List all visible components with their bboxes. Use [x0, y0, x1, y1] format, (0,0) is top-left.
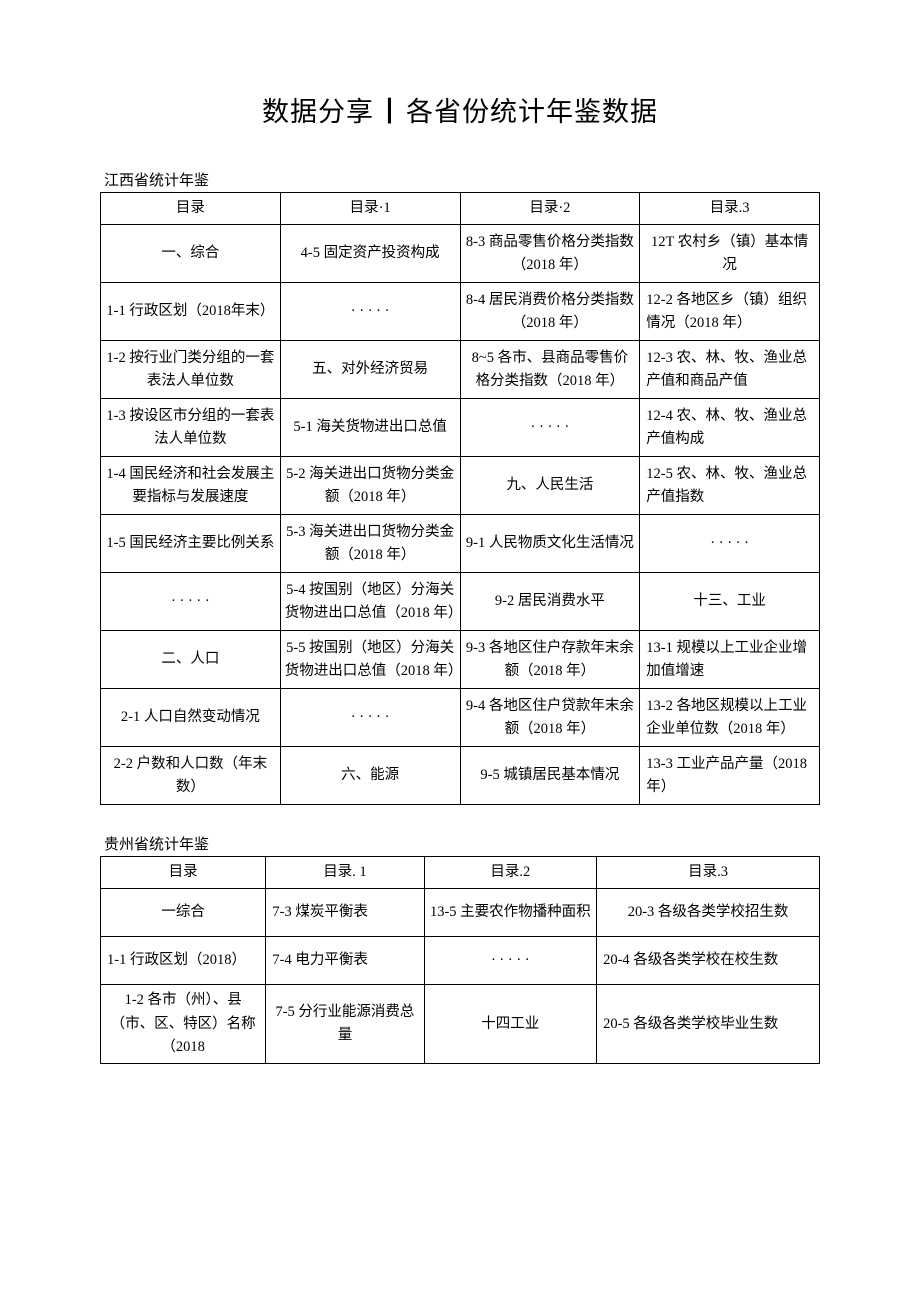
table-row: 1-4 国民经济和社会发展主要指标与发展速度 5-2 海关进出口货物分类金额（2…	[101, 457, 820, 515]
table-row: 1-1 行政区划（2018） 7-4 电力平衡表 · · · · · 20-4 …	[101, 937, 820, 985]
table-row: 2-2 户数和人口数（年末数） 六、能源 9-5 城镇居民基本情况 13-3 工…	[101, 747, 820, 805]
cell: 1-5 国民经济主要比例关系	[101, 515, 281, 573]
cell: 1-2 各市（州）、县（市、区、特区）名称（2018	[101, 985, 266, 1064]
header-cell: 目录. 1	[266, 857, 424, 889]
table-row: 1-5 国民经济主要比例关系 5-3 海关进出口货物分类金额（2018 年） 9…	[101, 515, 820, 573]
title-part2: 各省份统计年鉴数据	[406, 97, 658, 127]
cell: 8-3 商品零售价格分类指数（2018 年）	[460, 225, 640, 283]
table-jiangxi: 目录 目录·1 目录·2 目录.3 一、综合 4-5 固定资产投资构成 8-3 …	[100, 192, 820, 805]
cell: 13-2 各地区规模以上工业企业单位数（2018 年）	[640, 689, 820, 747]
page-title: 数据分享丨各省份统计年鉴数据	[100, 90, 820, 129]
section1-label: 江西省统计年鉴	[100, 169, 820, 190]
cell: 1-1 行政区划（2018年末）	[101, 283, 281, 341]
title-bar: 丨	[376, 97, 404, 127]
cell: 六、能源	[280, 747, 460, 805]
cell: 1-1 行政区划（2018）	[101, 937, 266, 985]
table-row: 一、综合 4-5 固定资产投资构成 8-3 商品零售价格分类指数（2018 年）…	[101, 225, 820, 283]
cell: 12T 农村乡（镇）基本情况	[640, 225, 820, 283]
cell: 8-4 居民消费价格分类指数（2018 年）	[460, 283, 640, 341]
header-cell: 目录	[101, 193, 281, 225]
cell: 9-5 城镇居民基本情况	[460, 747, 640, 805]
header-cell: 目录.3	[640, 193, 820, 225]
cell: 一综合	[101, 889, 266, 937]
table-row: 2-1 人口自然变动情况 · · · · · 9-4 各地区住户贷款年末余额（2…	[101, 689, 820, 747]
table-row: 1-2 各市（州）、县（市、区、特区）名称（2018 7-5 分行业能源消费总量…	[101, 985, 820, 1064]
cell: 12-5 农、林、牧、渔业总产值指数	[640, 457, 820, 515]
title-part1: 数据分享	[262, 97, 374, 127]
cell: 十四工业	[424, 985, 597, 1064]
table-row: 1-1 行政区划（2018年末） · · · · · 8-4 居民消费价格分类指…	[101, 283, 820, 341]
cell: 9-2 居民消费水平	[460, 573, 640, 631]
header-cell: 目录.3	[597, 857, 820, 889]
cell: · · · · ·	[640, 515, 820, 573]
cell: 9-4 各地区住户贷款年末余额（2018 年）	[460, 689, 640, 747]
cell: 13-5 主要农作物播种面积	[424, 889, 597, 937]
cell: 12-4 农、林、牧、渔业总产值构成	[640, 399, 820, 457]
cell: 9-3 各地区住户存款年末余额（2018 年）	[460, 631, 640, 689]
table-row: 二、人口 5-5 按国别（地区）分海关货物进出口总值（2018 年） 9-3 各…	[101, 631, 820, 689]
section2-label: 贵州省统计年鉴	[100, 833, 820, 854]
header-cell: 目录.2	[424, 857, 597, 889]
cell: 7-3 煤炭平衡表	[266, 889, 424, 937]
cell: 7-5 分行业能源消费总量	[266, 985, 424, 1064]
header-cell: 目录·1	[280, 193, 460, 225]
cell: 12-2 各地区乡（镇）组织情况（2018 年）	[640, 283, 820, 341]
table-row: 一综合 7-3 煤炭平衡表 13-5 主要农作物播种面积 20-3 各级各类学校…	[101, 889, 820, 937]
cell: 9-1 人民物质文化生活情况	[460, 515, 640, 573]
cell: · · · · ·	[460, 399, 640, 457]
cell: 13-1 规模以上工业企业增加值增速	[640, 631, 820, 689]
table-header-row: 目录 目录·1 目录·2 目录.3	[101, 193, 820, 225]
cell: 4-5 固定资产投资构成	[280, 225, 460, 283]
cell: 20-5 各级各类学校毕业生数	[597, 985, 820, 1064]
cell: 十三、工业	[640, 573, 820, 631]
cell: 5-5 按国别（地区）分海关货物进出口总值（2018 年）	[280, 631, 460, 689]
cell: 一、综合	[101, 225, 281, 283]
cell: 二、人口	[101, 631, 281, 689]
cell: 5-3 海关进出口货物分类金额（2018 年）	[280, 515, 460, 573]
header-cell: 目录	[101, 857, 266, 889]
cell: 7-4 电力平衡表	[266, 937, 424, 985]
cell: · · · · ·	[101, 573, 281, 631]
cell: · · · · ·	[424, 937, 597, 985]
cell: · · · · ·	[280, 689, 460, 747]
cell: 1-4 国民经济和社会发展主要指标与发展速度	[101, 457, 281, 515]
cell: 5-2 海关进出口货物分类金额（2018 年）	[280, 457, 460, 515]
table-header-row: 目录 目录. 1 目录.2 目录.3	[101, 857, 820, 889]
table-row: 1-3 按设区市分组的一套表法人单位数 5-1 海关货物进出口总值 · · · …	[101, 399, 820, 457]
cell: 20-3 各级各类学校招生数	[597, 889, 820, 937]
cell: 五、对外经济贸易	[280, 341, 460, 399]
table-guizhou: 目录 目录. 1 目录.2 目录.3 一综合 7-3 煤炭平衡表 13-5 主要…	[100, 856, 820, 1064]
table-row: 1-2 按行业门类分组的一套表法人单位数 五、对外经济贸易 8~5 各市、县商品…	[101, 341, 820, 399]
header-cell: 目录·2	[460, 193, 640, 225]
cell: 12-3 农、林、牧、渔业总产值和商品产值	[640, 341, 820, 399]
cell: 20-4 各级各类学校在校生数	[597, 937, 820, 985]
cell: 1-2 按行业门类分组的一套表法人单位数	[101, 341, 281, 399]
cell: 2-1 人口自然变动情况	[101, 689, 281, 747]
cell: · · · · ·	[280, 283, 460, 341]
cell: 5-1 海关货物进出口总值	[280, 399, 460, 457]
cell: 九、人民生活	[460, 457, 640, 515]
cell: 8~5 各市、县商品零售价格分类指数（2018 年）	[460, 341, 640, 399]
cell: 1-3 按设区市分组的一套表法人单位数	[101, 399, 281, 457]
cell: 13-3 工业产品产量（2018 年）	[640, 747, 820, 805]
cell: 5-4 按国别（地区）分海关货物进出口总值（2018 年）	[280, 573, 460, 631]
table-row: · · · · · 5-4 按国别（地区）分海关货物进出口总值（2018 年） …	[101, 573, 820, 631]
cell: 2-2 户数和人口数（年末数）	[101, 747, 281, 805]
